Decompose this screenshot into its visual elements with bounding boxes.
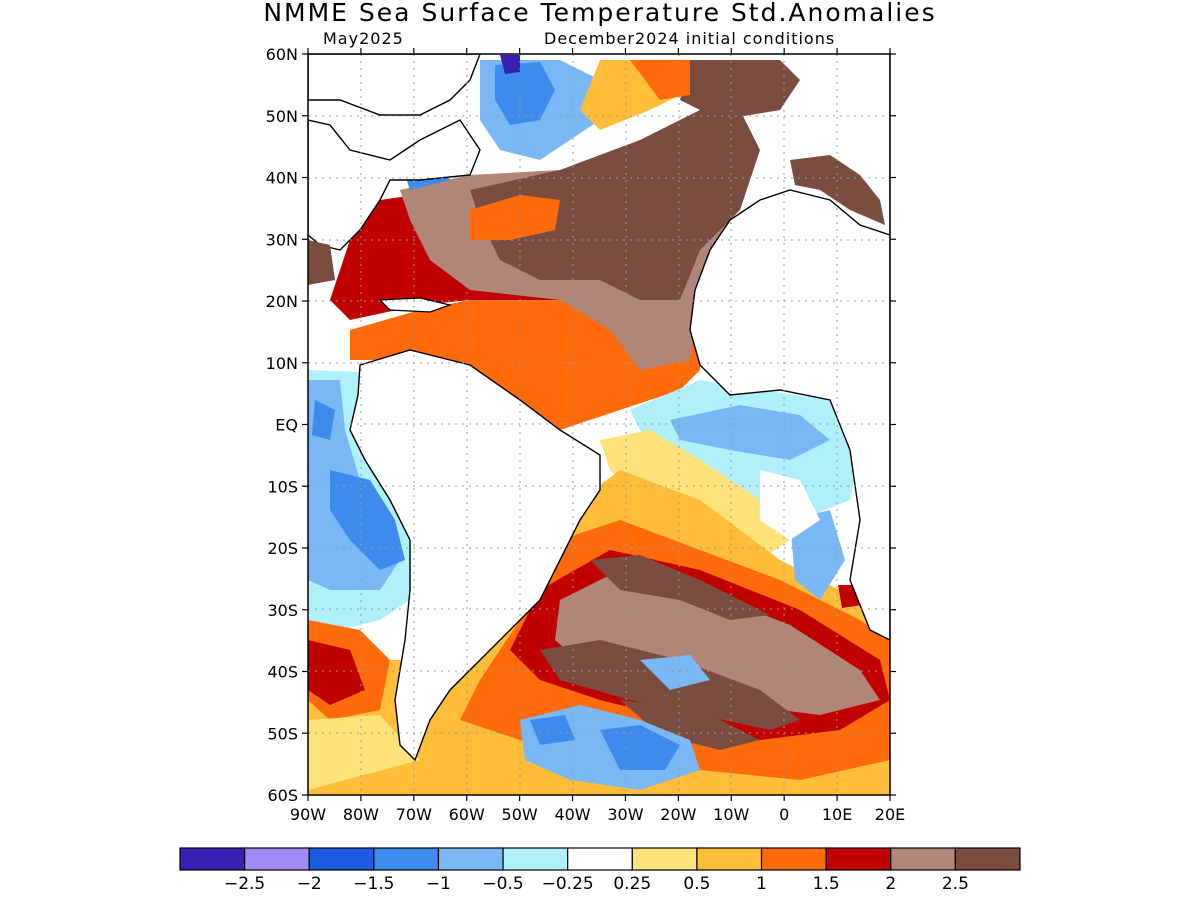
- lat-label-20s: 20S: [267, 539, 298, 558]
- colorbar-label-2: −1.5: [353, 874, 394, 894]
- africa-europe-land: [689, 54, 890, 641]
- lat-label-40s: 40S: [267, 663, 298, 682]
- colorbar-labels: −2.5 −2 −1.5 −1 −0.5 −0.25 0.25 0.5 1 1.5 2 2.5: [224, 874, 969, 894]
- anomaly-field: [308, 54, 890, 795]
- lat-label-50n: 50N: [266, 107, 298, 126]
- lon-label-80w: 80W: [343, 805, 379, 824]
- lat-label-eq: EQ: [275, 416, 298, 435]
- longitude-ticks: 90W 80W 70W 60W 50W 40W 30W 20W 10W 0 10E 20E: [290, 48, 905, 824]
- valid-month-label: May2025: [323, 29, 404, 48]
- lat-label-40n: 40N: [266, 169, 298, 188]
- lat-label-60n: 60N: [266, 45, 298, 64]
- map-title: NMME Sea Surface Temperature Std.Anomali…: [263, 0, 937, 27]
- colorbar-swatch-2: [308, 847, 375, 871]
- lon-label-30w: 30W: [607, 805, 643, 824]
- lat-label-30n: 30N: [266, 230, 298, 249]
- colorbar-label-10: 2: [885, 874, 896, 894]
- colorbar-label-9: 1.5: [813, 874, 840, 894]
- map-gridlines: [308, 54, 890, 795]
- colorbar-label-6: 0.25: [613, 874, 651, 894]
- colorbar-label-1: −2: [297, 874, 322, 894]
- lon-label-10w: 10W: [713, 805, 749, 824]
- lat-label-30s: 30S: [267, 601, 298, 620]
- lat-label-10n: 10N: [266, 354, 298, 373]
- lon-label-40w: 40W: [554, 805, 590, 824]
- lon-label-60w: 60W: [449, 805, 485, 824]
- latitude-ticks: 60N 50N 40N 30N 20N 10N EQ 10S 20S 30S 40S 50S 60S: [266, 45, 896, 805]
- lat-label-50s: 50S: [267, 724, 298, 743]
- lon-label-0: 0: [779, 805, 789, 824]
- colorbar-swatch-7: [631, 847, 698, 871]
- colorbar-swatch-6: [567, 847, 633, 871]
- init-conditions-label: December2024 initial conditions: [544, 29, 836, 48]
- colorbar-swatch-10: [825, 847, 892, 871]
- lon-label-20w: 20W: [660, 805, 696, 824]
- lon-label-20e: 20E: [875, 805, 905, 824]
- lat-label-10s: 10S: [267, 477, 298, 496]
- lon-label-70w: 70W: [396, 805, 432, 824]
- south-america-land: [349, 349, 601, 762]
- lat-label-20n: 20N: [266, 292, 298, 311]
- colorbar-label-7: 0.5: [683, 874, 710, 894]
- colorbar-label-0: −2.5: [224, 874, 265, 894]
- colorbar-label-11: 2.5: [942, 874, 969, 894]
- colorbar-swatch-0: [179, 847, 246, 871]
- colorbar-label-5: −0.25: [542, 874, 594, 894]
- lat-label-60s: 60S: [267, 786, 298, 805]
- colorbar-swatch-4: [437, 847, 504, 871]
- colorbar-label-4: −0.5: [482, 874, 523, 894]
- colorbar-swatch-9: [760, 847, 827, 871]
- north-america-land-north: [308, 54, 481, 116]
- lon-label-90w: 90W: [290, 805, 326, 824]
- colorbar-swatch-3: [373, 847, 440, 871]
- colorbar-swatch-8: [696, 847, 763, 871]
- colorbar-swatch-11: [890, 847, 956, 871]
- colorbar-label-8: 1: [756, 874, 767, 894]
- colorbar-swatch-12: [954, 847, 1021, 871]
- lon-label-50w: 50W: [502, 805, 538, 824]
- colorbar-swatch-1: [244, 847, 310, 871]
- lon-label-10e: 10E: [822, 805, 852, 824]
- colorbar: [179, 847, 1021, 871]
- colorbar-label-3: −1: [426, 874, 451, 894]
- colorbar-swatch-5: [502, 847, 569, 871]
